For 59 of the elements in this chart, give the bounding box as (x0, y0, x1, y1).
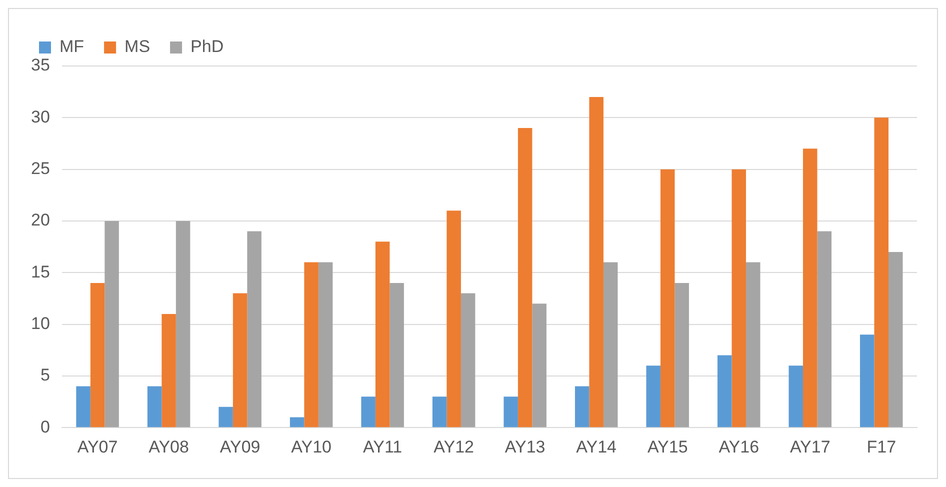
bar (746, 262, 760, 428)
y-tick-label: 30 (30, 107, 50, 126)
bar (104, 220, 119, 428)
bar (162, 314, 176, 428)
bar (888, 252, 903, 428)
bar (603, 262, 618, 428)
bar (247, 231, 262, 428)
x-tick-label: AY15 (647, 437, 688, 456)
bar (732, 169, 746, 428)
bar (874, 118, 888, 428)
bar (375, 242, 390, 428)
y-tick-label: 25 (30, 159, 50, 178)
legend-label: MS (124, 37, 150, 56)
bar (432, 396, 447, 428)
x-tick-label: F17 (866, 437, 896, 456)
y-tick-label: 35 (30, 56, 50, 75)
bar (361, 396, 376, 428)
y-tick-label: 5 (40, 366, 50, 385)
bar (532, 304, 546, 428)
y-tick-label: 15 (30, 262, 50, 282)
bar (860, 334, 874, 428)
bar (304, 262, 318, 428)
bar (817, 231, 832, 428)
bar (646, 366, 660, 428)
y-tick-label: 10 (30, 314, 50, 333)
x-tick-label: AY14 (576, 437, 617, 456)
bar (176, 220, 190, 428)
x-tick-label: AY16 (718, 437, 760, 456)
bar (589, 96, 604, 428)
x-tick-label: AY10 (291, 437, 332, 456)
x-tick-label: AY17 (790, 437, 830, 456)
bar (318, 262, 333, 428)
bar (90, 282, 105, 428)
bar (674, 282, 689, 428)
bar (76, 386, 90, 428)
y-tick-label: 0 (40, 417, 50, 436)
bar (460, 293, 476, 428)
bar (788, 366, 803, 428)
y-tick-label: 20 (30, 210, 50, 230)
bar (802, 148, 818, 428)
bar (218, 406, 233, 428)
x-tick-label: AY12 (434, 437, 474, 456)
legend-label: MF (60, 37, 84, 56)
x-tick-label: AY09 (220, 437, 260, 456)
bar (504, 396, 518, 428)
bar (390, 282, 404, 428)
bar (232, 293, 248, 428)
bar (290, 417, 304, 428)
bar (446, 210, 461, 428)
bar (147, 386, 162, 428)
x-tick-label: AY13 (504, 437, 546, 456)
x-tick-label: AY07 (77, 437, 118, 456)
bar (518, 128, 532, 428)
bar (717, 355, 732, 428)
x-tick-label: AY11 (363, 437, 402, 456)
bar (574, 386, 590, 428)
bar (660, 169, 675, 428)
x-tick-label: AY08 (148, 437, 189, 456)
legend-label: PhD (190, 37, 224, 56)
